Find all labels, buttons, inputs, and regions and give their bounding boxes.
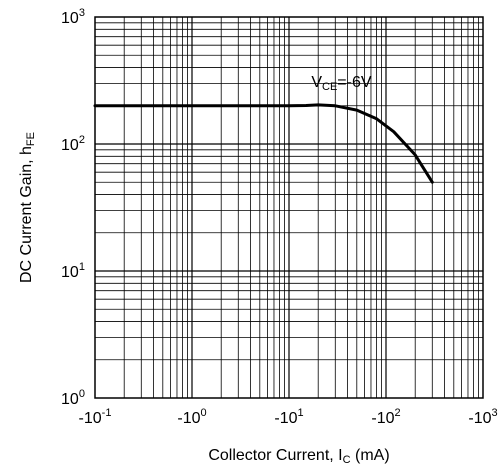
x-tick-label: -103 (468, 407, 497, 427)
vce-annotation: VCE=-6V (311, 74, 372, 93)
y-tick-label: 101 (61, 261, 85, 281)
plot-border (94, 16, 484, 399)
y-axis-title: DC Current Gain, hFE (18, 132, 37, 283)
x-tick-label: -10-1 (79, 407, 112, 427)
y-tick-label: 100 (61, 388, 85, 408)
x-axis-title: Collector Current, IC (mA) (208, 447, 389, 466)
grid (95, 17, 483, 398)
x-tick-label: -101 (274, 407, 303, 427)
y-tick-label: 103 (61, 7, 85, 27)
x-tick-label: -102 (371, 407, 400, 427)
y-tick-labels: 100 101 102 103 (61, 7, 85, 408)
series-line-vce-6v (93, 103, 434, 184)
y-tick-label: 102 (61, 134, 85, 154)
series-layer (93, 103, 434, 184)
x-tick-labels: -10-1 -100 -101 -102 -103 (79, 407, 498, 427)
x-tick-label: -100 (177, 407, 206, 427)
